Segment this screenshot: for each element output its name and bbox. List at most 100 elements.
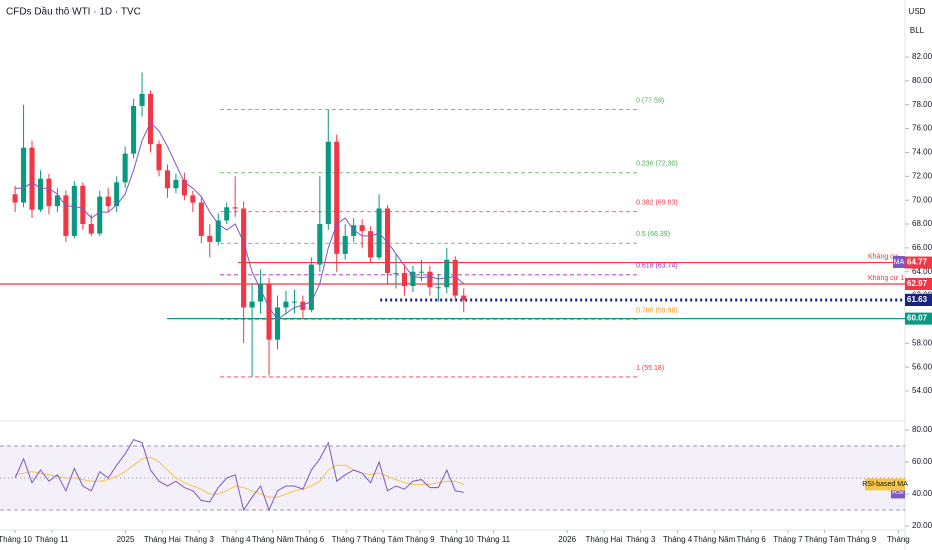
x-tick-label: Tháng	[887, 535, 910, 544]
x-tick-label: Tháng Hai	[144, 535, 181, 544]
candle-body	[325, 141, 331, 225]
candle-body	[241, 208, 247, 308]
rsi-line	[15, 456, 464, 498]
candle-body	[63, 195, 69, 236]
x-tick-label: Tháng Năm	[693, 535, 735, 544]
candle-body	[215, 220, 221, 242]
currency: USD	[909, 7, 926, 16]
fib-label: 0.618 (63.74)	[636, 263, 678, 270]
y-tick-label: 70.00	[912, 195, 932, 204]
candle-body	[410, 271, 416, 287]
x-tick-label: Tháng 6	[736, 535, 766, 544]
candle-body	[368, 231, 374, 258]
plot: 0 (77.59) 0.236 (72.30) 0.382 (69.03) 0.5 (…	[0, 72, 905, 512]
price-tag-label: 60.07	[907, 314, 928, 323]
x-tick-label: Tháng 11	[35, 535, 69, 544]
candle-body	[46, 178, 52, 207]
price-tag-label: 62.97	[907, 279, 928, 288]
candle-body	[207, 235, 213, 242]
candle-body	[249, 301, 255, 308]
y-tick-label: 56.00	[912, 362, 932, 371]
price-tag	[905, 256, 932, 269]
price-tag	[905, 278, 932, 291]
y-tick-label: 80.00	[912, 76, 932, 85]
candle-body	[291, 301, 297, 303]
candle-body	[122, 153, 128, 183]
candle-body	[342, 235, 348, 254]
price-tag-label: 64.77	[907, 258, 928, 267]
x-tick-label: Tháng 9	[405, 535, 435, 544]
ma-line	[15, 121, 465, 321]
x-tick-label: Tháng 7	[773, 535, 803, 544]
candle-body	[54, 195, 60, 207]
candle-body	[97, 196, 103, 234]
fib-label: 0.786 (59.98)	[636, 308, 678, 315]
fib-label: 0.236 (72.30)	[636, 161, 678, 168]
y-tick-label: 78.00	[912, 100, 932, 109]
candle-body	[401, 272, 408, 287]
level-name: Kháng cự 1	[868, 275, 904, 282]
candle-body	[114, 182, 120, 207]
candle-body	[198, 202, 204, 236]
fib-label: 0.5 (66.39)	[636, 231, 670, 238]
x-tick-label: Tháng Tám	[804, 535, 845, 544]
rsi-tick-label: 20.00	[912, 521, 932, 530]
candle-body	[334, 141, 340, 254]
x-tick-label: 2025	[117, 535, 135, 544]
candle-body	[156, 144, 162, 171]
chart-title: CFDs Dầu thô WTI · 1D · TVC	[6, 6, 141, 18]
y-tick-label: 74.00	[912, 148, 932, 157]
fib-label: 1 (55.18)	[636, 365, 664, 372]
x-tick-label: Tháng Năm	[252, 535, 294, 544]
price-tag	[905, 294, 932, 306]
candle-body	[308, 264, 314, 310]
y-tick-label: 68.00	[912, 219, 932, 228]
x-tick-label: Tháng 3	[184, 535, 214, 544]
ma-tag	[893, 256, 905, 269]
candle-body	[80, 185, 86, 225]
candle-body	[173, 179, 179, 189]
candle-body	[359, 225, 365, 232]
y-tick-label: 82.00	[912, 52, 932, 61]
rsi-tick-label: 40.00	[912, 489, 932, 498]
x-tick-label: Tháng Tám	[363, 535, 404, 544]
candle-body	[393, 272, 399, 274]
candle-body	[88, 224, 94, 234]
unit: BLL	[910, 26, 925, 35]
x-tick-label: Tháng 11	[477, 535, 511, 544]
x-tick-label: Tháng 4	[663, 535, 693, 544]
candle-body	[131, 105, 137, 154]
candle-body	[105, 196, 111, 207]
y-tick-label: 76.00	[912, 124, 932, 133]
candle-body	[418, 271, 424, 273]
x-tick-label: 2026	[558, 535, 576, 544]
candle-body	[164, 170, 170, 189]
candle-body	[427, 271, 433, 288]
candle-body	[181, 179, 187, 196]
rsi-line	[14, 438, 464, 512]
candle-body	[444, 259, 450, 288]
candle-body	[190, 195, 196, 203]
y-tick-label: 72.00	[912, 171, 932, 180]
candle-body	[300, 301, 306, 310]
price-tag	[905, 312, 932, 325]
rsi-tag-label: RSI	[892, 489, 904, 496]
y-tick-label: 54.00	[912, 386, 932, 395]
y-tick-label: 64.00	[912, 267, 932, 276]
x-tick-label: Tháng 10	[0, 535, 33, 544]
rsi-tag-label: RSI-based MA	[862, 481, 908, 488]
candle-body	[266, 283, 272, 340]
candle-body	[461, 295, 467, 301]
fib-label: 0 (77.59)	[636, 97, 664, 104]
x-tick-label: Tháng Hai	[585, 535, 622, 544]
y-tick-label: 66.00	[912, 243, 932, 252]
x-tick-label: Tháng 4	[221, 535, 251, 544]
candle-body	[147, 93, 154, 145]
rsi-tick-label: 80.00	[912, 425, 932, 434]
level-name: Kháng cự	[868, 253, 899, 260]
candle-body	[139, 93, 145, 106]
candle-body	[37, 178, 44, 210]
candle-body	[376, 208, 382, 258]
